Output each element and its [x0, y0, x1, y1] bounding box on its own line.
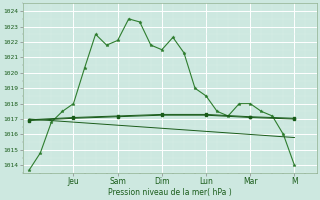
X-axis label: Pression niveau de la mer( hPa ): Pression niveau de la mer( hPa )	[108, 188, 231, 197]
